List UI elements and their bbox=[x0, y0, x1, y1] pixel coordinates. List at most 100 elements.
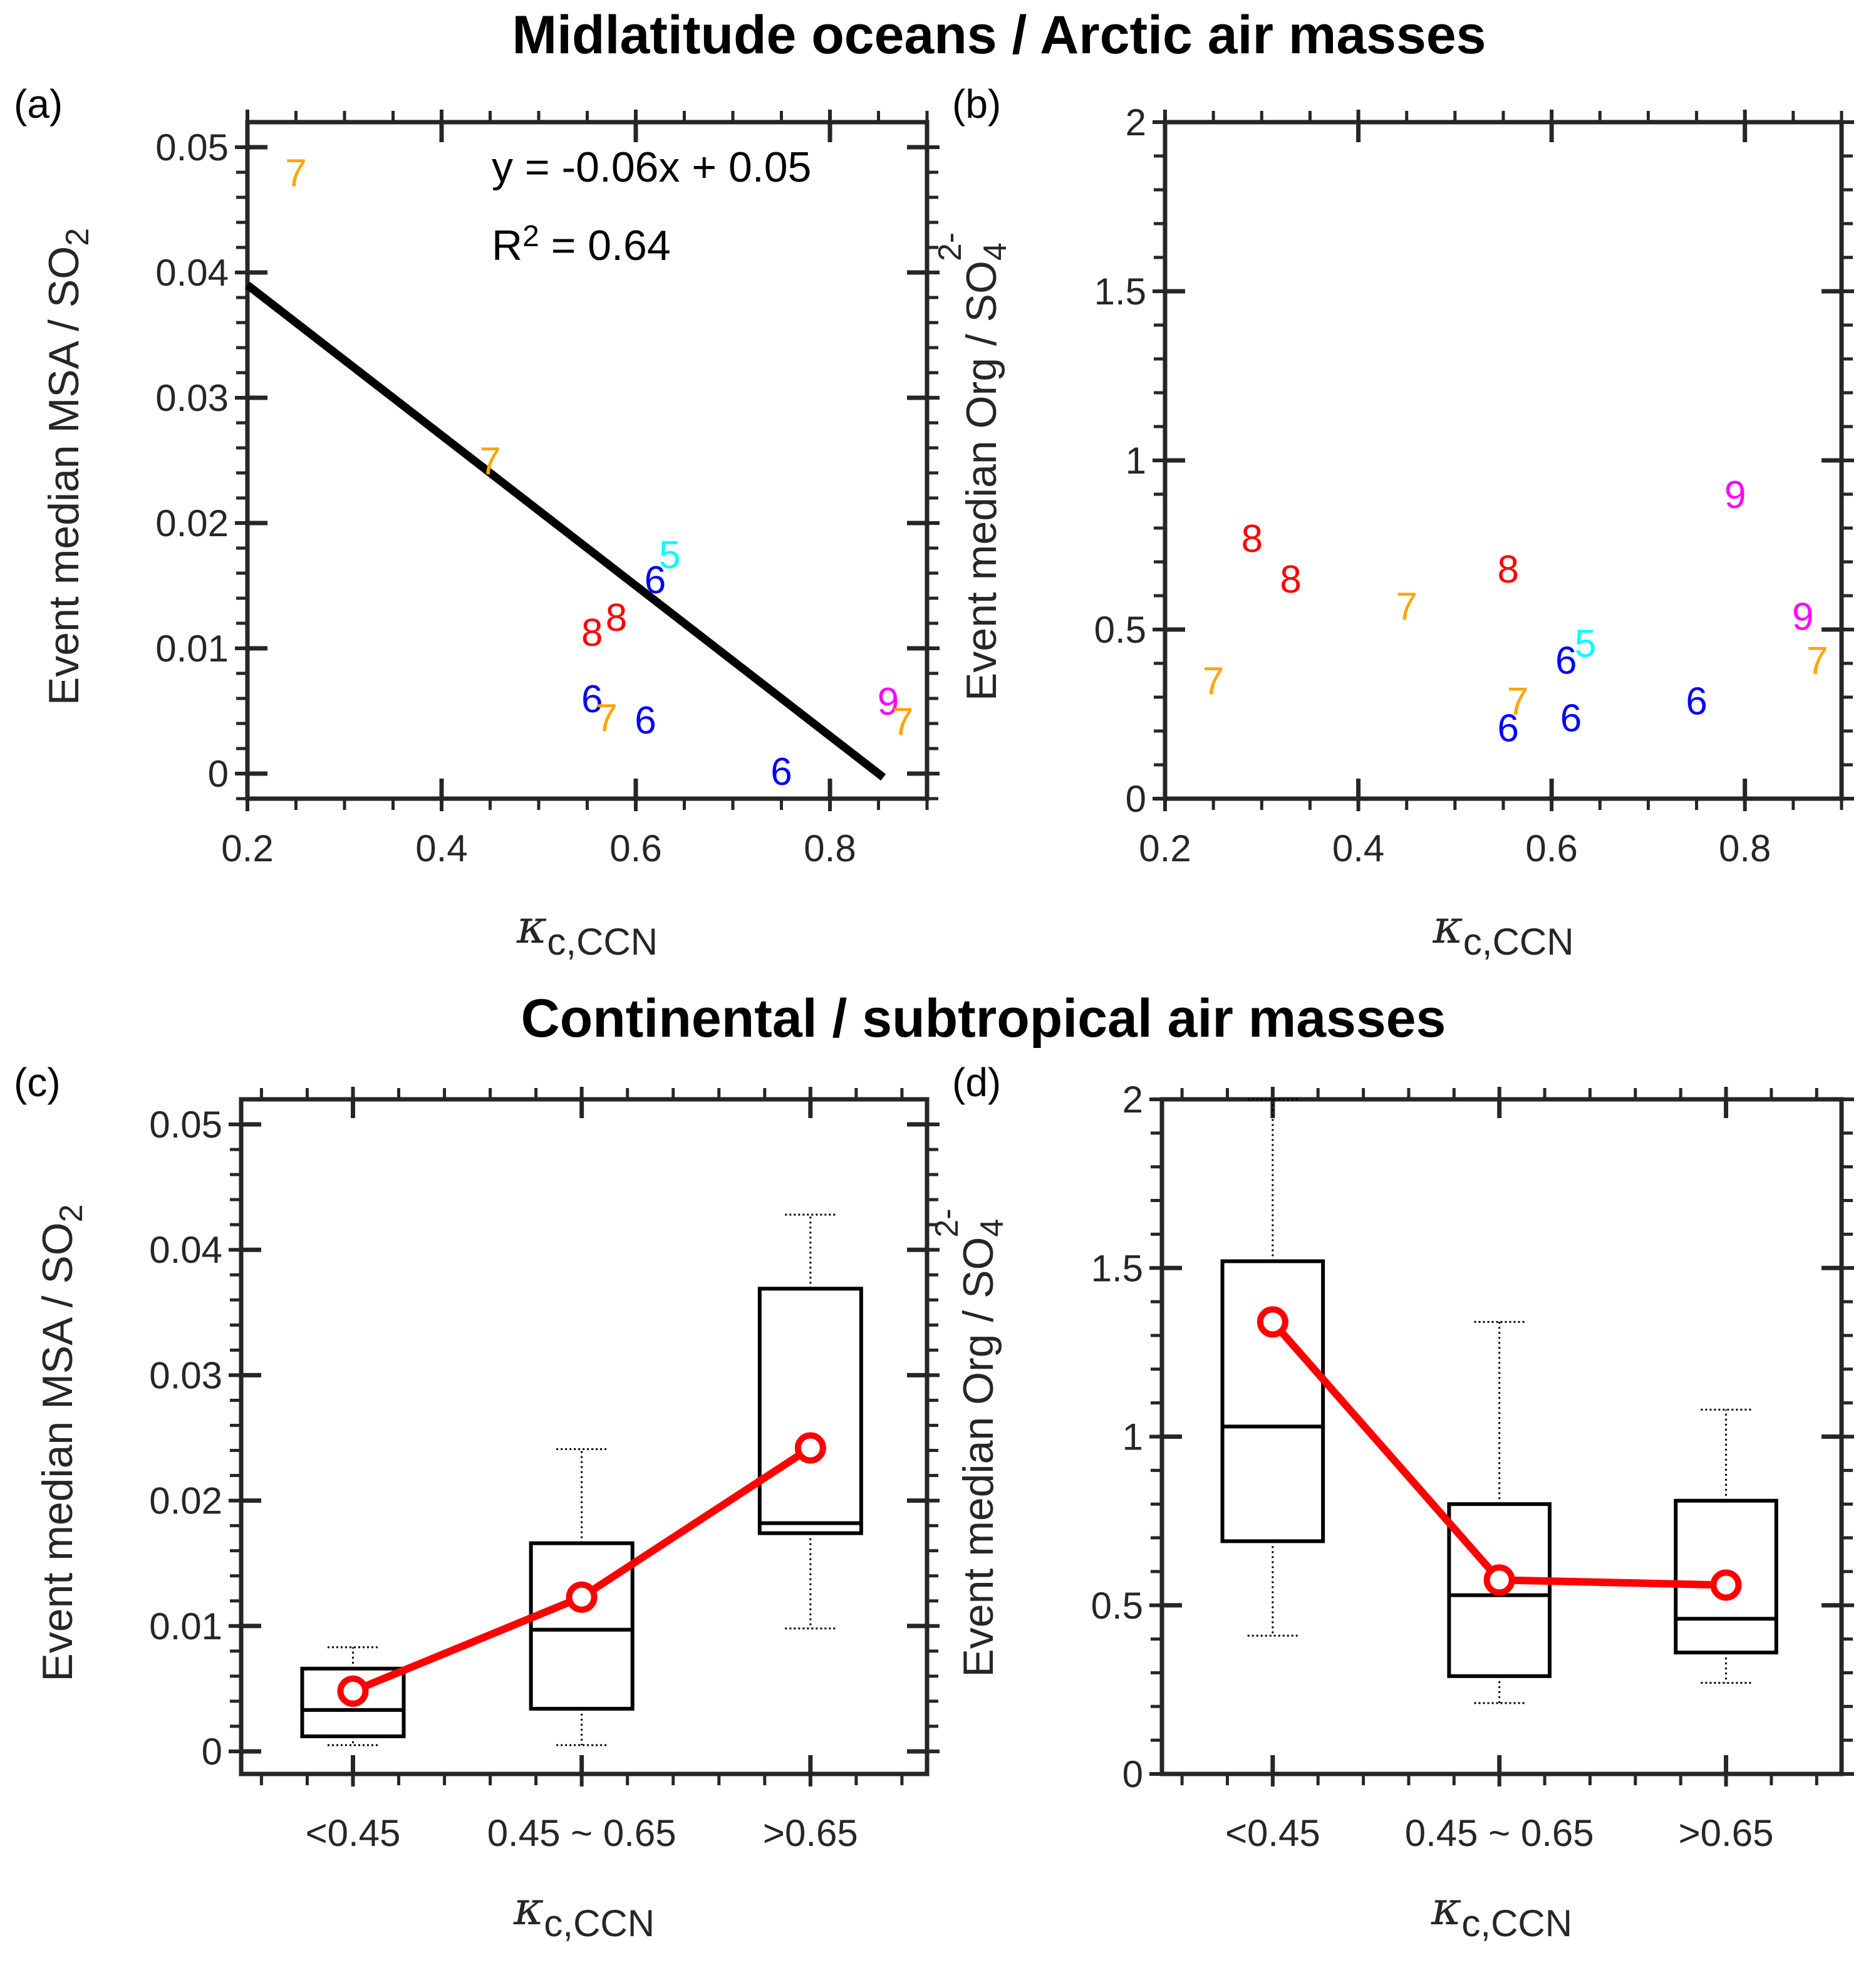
fit-line bbox=[245, 281, 886, 781]
data-point-8: 8 bbox=[581, 611, 603, 655]
panel-b: 0.2 0.4 0.6 0.8 0 0.5 1 1.5 2 Event median Org / … bbox=[932, 81, 1854, 963]
x-tick-label: 0.6 bbox=[609, 827, 661, 869]
x-axis-label: κc,CCN bbox=[513, 1882, 655, 1944]
data-point-7: 7 bbox=[892, 700, 913, 744]
y-tick-label: 0.04 bbox=[155, 252, 229, 294]
y-tick-label: 1 bbox=[1122, 1416, 1143, 1458]
y-tick-label: 0.5 bbox=[1094, 609, 1146, 651]
panel-label: (b) bbox=[952, 81, 1001, 127]
panel-label: (c) bbox=[14, 1060, 61, 1105]
y-axis-label-subscript: 2 bbox=[60, 228, 96, 246]
x-tick-label: <0.45 bbox=[1225, 1812, 1320, 1854]
median-marker bbox=[794, 1432, 826, 1464]
box-iqr bbox=[1220, 1259, 1325, 1543]
box-iqr bbox=[757, 1287, 863, 1535]
data-point-7: 7 bbox=[596, 697, 617, 740]
data-point-9: 9 bbox=[1724, 474, 1746, 517]
y-tick-label: 0 bbox=[202, 1731, 222, 1773]
fit-equation: y = -0.06x + 0.05 bbox=[492, 143, 811, 191]
x-axis-label: κc,CCN bbox=[1431, 1882, 1572, 1944]
y-axis-label-subscript: 2 bbox=[53, 1204, 90, 1222]
x-tick-label: >0.65 bbox=[1679, 1812, 1774, 1854]
x-tick-label: 0.2 bbox=[221, 827, 273, 869]
x-axis-label-subscript: c,CCN bbox=[1463, 921, 1574, 963]
y-tick-label: 0.04 bbox=[149, 1229, 222, 1271]
data-point-8: 8 bbox=[1280, 558, 1301, 601]
plot-frame bbox=[239, 1097, 930, 1776]
x-tick-label: 0.8 bbox=[1719, 827, 1771, 869]
data-point-6: 6 bbox=[645, 559, 666, 602]
panel-label: (d) bbox=[952, 1060, 1001, 1105]
y-axis-label: Event median MSA / SO2 bbox=[34, 1204, 90, 1681]
panel-label: (a) bbox=[14, 81, 63, 127]
y-tick-label: 0.02 bbox=[149, 1480, 222, 1522]
y-tick-label: 0.05 bbox=[155, 127, 229, 169]
y-tick-label: 1.5 bbox=[1094, 271, 1146, 313]
x-tick-label: <0.45 bbox=[306, 1812, 401, 1854]
x-axis-label-subscript: c,CCN bbox=[544, 1902, 655, 1944]
y-axis-label-superscript: 2- bbox=[932, 232, 968, 261]
x-axis-label-kappa: κ bbox=[516, 900, 547, 954]
y-axis-label-subscript: 4 bbox=[977, 242, 1013, 261]
data-point-7: 7 bbox=[1396, 585, 1417, 628]
x-axis-label-subscript: c,CCN bbox=[547, 921, 658, 963]
median-marker bbox=[1710, 1569, 1742, 1601]
x-tick-label: 0.4 bbox=[1332, 827, 1384, 869]
x-tick-label: 0.45 ~ 0.65 bbox=[1405, 1812, 1594, 1854]
bottom-title: Continental / subtropical air masses bbox=[521, 988, 1446, 1049]
y-axis-label: Event median Org / SO4 2- bbox=[932, 232, 1013, 701]
y-tick-label: 1.5 bbox=[1091, 1247, 1143, 1289]
data-point-8: 8 bbox=[606, 596, 627, 640]
data-point-6: 6 bbox=[1497, 707, 1518, 750]
data-point-8: 8 bbox=[1497, 548, 1518, 591]
y-axis-label-superscript: 2- bbox=[929, 1208, 965, 1237]
r-squared-r: R bbox=[492, 222, 522, 269]
x-axis-label-kappa: κ bbox=[1431, 1882, 1462, 1936]
y-axis-label: Event median MSA / SO2 bbox=[40, 228, 96, 705]
y-tick-label: 1 bbox=[1126, 440, 1146, 482]
x-tick-label: 0.6 bbox=[1525, 827, 1577, 869]
data-point-9: 9 bbox=[878, 680, 899, 723]
y-tick-label: 0.01 bbox=[149, 1605, 222, 1647]
y-tick-label: 0.05 bbox=[149, 1104, 222, 1146]
data-point-7: 7 bbox=[1507, 680, 1528, 723]
plot-frame bbox=[1159, 1097, 1844, 1776]
data-point-6: 6 bbox=[1686, 680, 1707, 723]
median-marker bbox=[337, 1675, 369, 1707]
y-tick-label: 0 bbox=[1126, 778, 1146, 820]
y-axis-label-main: Event median MSA / SO bbox=[34, 1222, 81, 1681]
data-point-6: 6 bbox=[581, 678, 603, 721]
plot-frame bbox=[1163, 120, 1844, 801]
y-tick-label: 0.03 bbox=[155, 377, 229, 419]
r-squared-superscript: 2 bbox=[522, 220, 539, 253]
data-point-6: 6 bbox=[1560, 697, 1582, 740]
data-point-6: 6 bbox=[635, 699, 656, 742]
x-tick-label: 0.8 bbox=[804, 827, 856, 869]
data-point-7: 7 bbox=[1806, 640, 1828, 683]
data-point-7: 7 bbox=[1203, 660, 1224, 703]
y-tick-label: 2 bbox=[1126, 101, 1146, 143]
median-marker bbox=[1257, 1306, 1288, 1338]
median-marker bbox=[1483, 1564, 1515, 1596]
y-axis-label-main: Event median MSA / SO bbox=[40, 246, 88, 705]
box-iqr bbox=[1674, 1498, 1778, 1655]
x-tick-label: 0.45 ~ 0.65 bbox=[487, 1812, 676, 1854]
panel-c: <0.45 0.45 ~ 0.65 >0.65 0 0.01 0.02 0.03 0.04 0.… bbox=[14, 1060, 940, 1944]
x-axis-label: κc,CCN bbox=[516, 900, 658, 963]
data-point-6: 6 bbox=[1555, 640, 1577, 683]
x-axis-label-subscript: c,CCN bbox=[1461, 1902, 1572, 1944]
median-marker bbox=[566, 1581, 598, 1613]
y-tick-label: 0.03 bbox=[149, 1354, 222, 1396]
r-squared-value: = 0.64 bbox=[539, 222, 671, 269]
data-point-7: 7 bbox=[479, 440, 500, 483]
data-point-5: 5 bbox=[1575, 623, 1596, 666]
data-point-9: 9 bbox=[1792, 595, 1813, 638]
x-axis-label: κc,CCN bbox=[1432, 900, 1573, 963]
y-axis-label-main: Event median Org / SO bbox=[955, 1237, 1002, 1677]
panel-d: <0.45 0.45 ~ 0.65 >0.65 0 0.5 1 1.5 2 Event medi… bbox=[929, 1060, 1854, 1944]
y-tick-label: 0.01 bbox=[155, 628, 229, 670]
panel-a: 0.2 0.4 0.6 0.8 0 0.01 0.02 0.03 0.04 0.05 Event m… bbox=[14, 81, 940, 963]
x-axis-label-kappa: κ bbox=[513, 1882, 544, 1936]
box-iqr bbox=[300, 1666, 406, 1738]
